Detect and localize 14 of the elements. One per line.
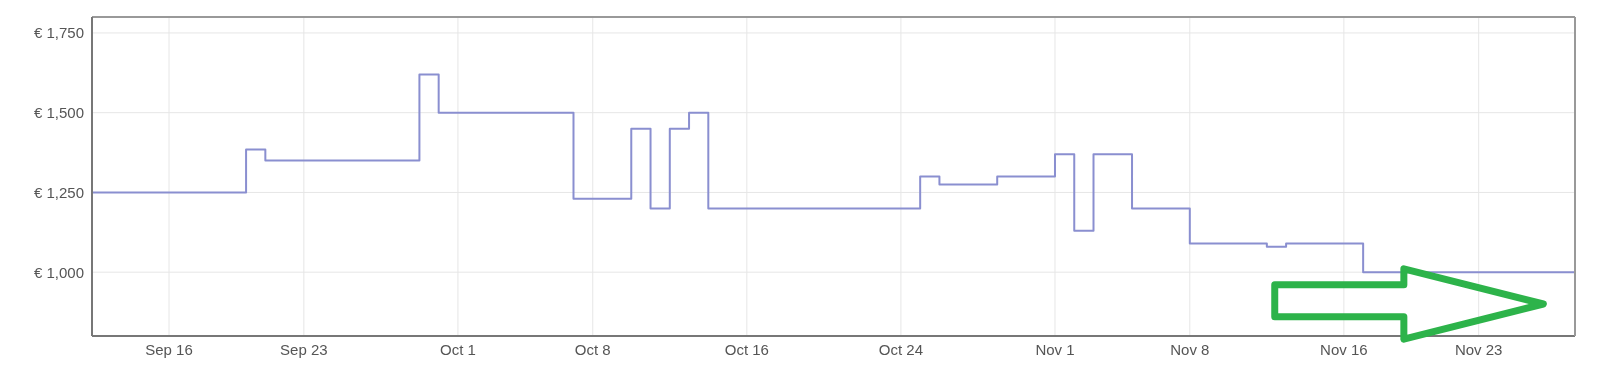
x-tick-label: Nov 16 [1320,340,1368,358]
x-tick-label: Oct 24 [878,340,923,358]
y-tick-label: € 1,000 [33,263,84,281]
x-tick-label: Oct 1 [440,340,476,358]
x-tick-label: Nov 23 [1454,340,1503,358]
x-tick-label: Nov 1 [1035,340,1075,358]
x-tick-label: Nov 8 [1170,340,1210,358]
x-tick-label: Oct 16 [724,340,769,358]
y-tick-label: € 1,750 [33,24,84,42]
y-tick-label: € 1,250 [33,183,84,201]
x-tick-label: Sep 16 [145,340,193,358]
x-tick-label: Sep 23 [280,340,328,358]
y-tick-label: € 1,500 [33,104,84,122]
x-tick-label: Oct 8 [574,340,611,358]
